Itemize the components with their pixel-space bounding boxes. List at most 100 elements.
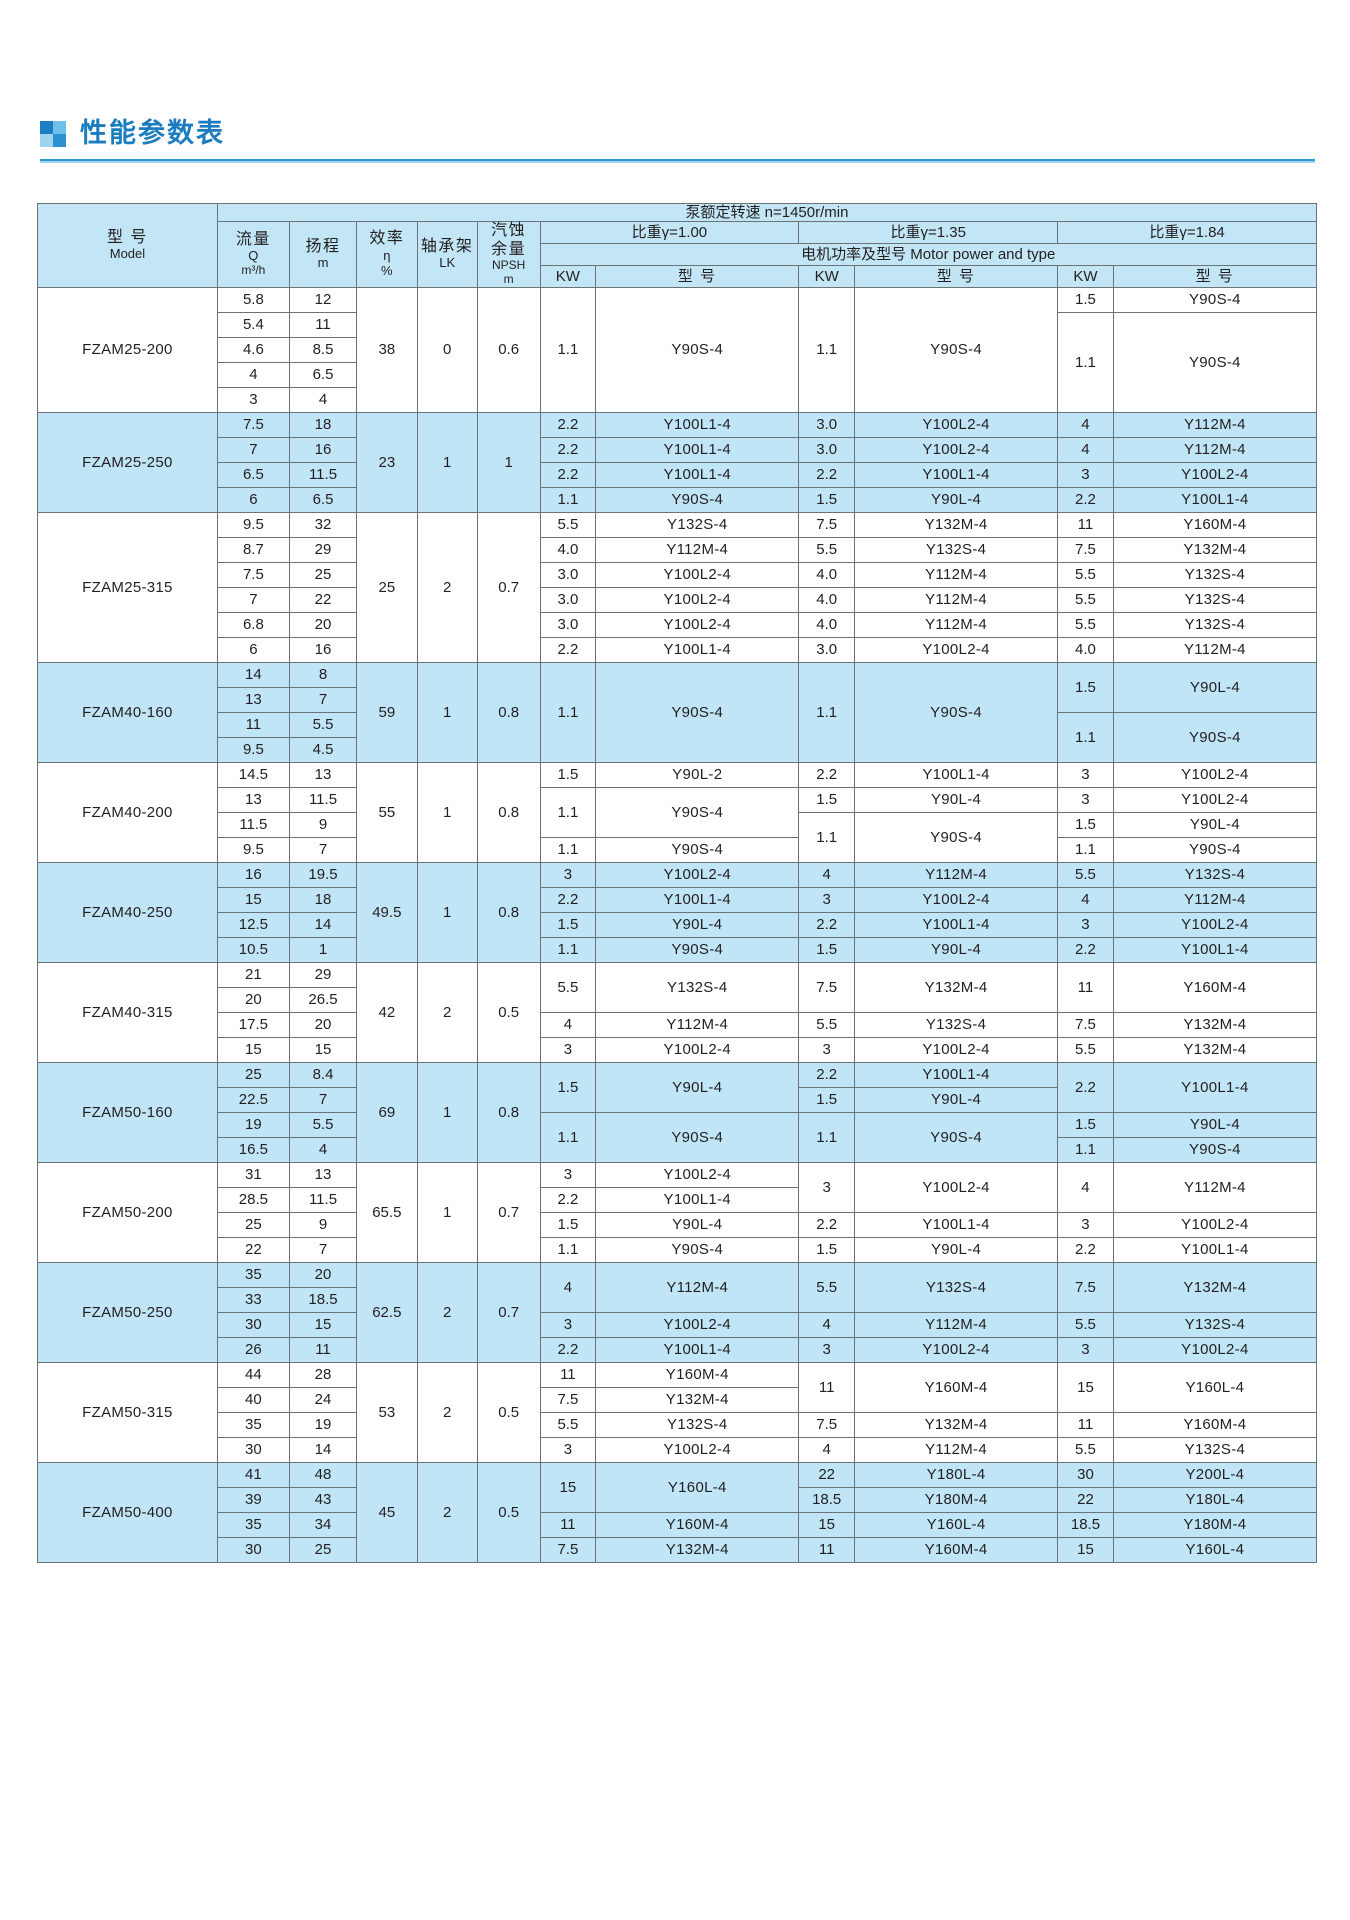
- cell-type-100: Y100L1-4: [595, 886, 800, 913]
- cell-head: 15: [288, 1311, 358, 1338]
- cell-head: 8.4: [288, 1061, 358, 1088]
- cell-type-135: Y112M-4: [854, 561, 1059, 588]
- table-row: 22.5 7 1.5 Y90L-4: [38, 1086, 1317, 1113]
- cell-kw-184: 15: [1057, 1361, 1114, 1413]
- cell-type-184: Y160M-4: [1112, 961, 1318, 1013]
- cell-type-184: Y132M-4: [1112, 1261, 1318, 1313]
- cell-bearing: 2: [416, 1461, 478, 1563]
- cell-npsh: 0.5: [476, 1361, 541, 1463]
- cell-type-135: Y132M-4: [854, 961, 1059, 1013]
- cell-kw-184: 1.5: [1057, 661, 1114, 713]
- cell-type-135: Y90S-4: [854, 661, 1059, 763]
- table-row: FZAM50-400 41 48 45 2 0.5 15 Y160L-4 22 Y180L-4 30…: [37, 1461, 1318, 1563]
- cell-type-135: Y132S-4: [854, 1261, 1059, 1313]
- cell-kw-135: 4: [798, 861, 856, 888]
- cell-head: 9: [288, 811, 358, 838]
- cell-type-184: Y100L2-4: [1112, 786, 1318, 813]
- table-row: 7 16 2.2 Y100L1-4 3.0 Y100L2-4 4 Y112M-4: [38, 436, 1318, 463]
- table-body: FZAM25-200 5.8 12 38 0 0.6 1.1 Y90S-4 1.1 Y90S-4 1…: [37, 286, 1318, 1563]
- cell-flow: 8.7: [216, 536, 290, 563]
- table-row: 28.5 11.5 2.2 Y100L1-4: [38, 1186, 1317, 1213]
- cell-bearing: 2: [416, 1361, 478, 1463]
- cell-kw-184: 22: [1057, 1486, 1114, 1513]
- cell-kw-184: 11: [1057, 1411, 1114, 1438]
- cell-head: 19: [288, 1411, 358, 1438]
- cell-type-100: Y100L2-4: [595, 1036, 800, 1063]
- cell-kw-135: 3: [798, 1161, 856, 1213]
- cell-type-184: Y90S-4: [1112, 286, 1318, 313]
- cell-type-135: Y100L2-4: [854, 436, 1059, 463]
- cell-head: 48: [288, 1461, 358, 1488]
- header-model-cn: 型 号: [106, 228, 148, 246]
- cell-kw-100: 3: [539, 1161, 597, 1188]
- cell-kw-184: 3: [1057, 461, 1114, 488]
- table-row: 15 18 2.2 Y100L1-4 3 Y100L2-4 4 Y112M-4: [38, 886, 1318, 913]
- cell-head: 15: [288, 1036, 358, 1063]
- cell-npsh: 0.5: [476, 961, 541, 1063]
- table-row: FZAM50-200 31 13 65.5 1 0.7 3 Y100L2-4 3 Y100L2-4…: [37, 1161, 1318, 1263]
- cell-type-184: Y90S-4: [1112, 311, 1318, 413]
- table-row: 6.5 11.5 2.2 Y100L1-4 2.2 Y100L1-4 3 Y100L2-4: [38, 461, 1318, 488]
- cell-kw-135: 2.2: [798, 911, 856, 938]
- table-row: 6 16 2.2 Y100L1-4 3.0 Y100L2-4 4.0 Y112M-4: [38, 636, 1318, 663]
- cell-head: 13: [288, 1161, 358, 1188]
- cell-type-100: Y90S-4: [595, 1111, 800, 1163]
- cell-flow: 5.8: [216, 286, 290, 313]
- cell-model: FZAM50-160: [37, 1061, 218, 1163]
- cell-head: 19.5: [288, 861, 358, 888]
- header-kw-100: KW: [539, 264, 597, 288]
- cell-head: 14: [288, 1436, 358, 1463]
- cell-bearing: 2: [416, 961, 478, 1063]
- cell-flow: 11: [216, 711, 290, 738]
- cell-head: 7: [288, 686, 358, 713]
- cell-kw-135: 4.0: [798, 586, 856, 613]
- cell-kw-100: 5.5: [539, 511, 597, 538]
- cell-type-135: Y160L-4: [854, 1511, 1059, 1538]
- cell-kw-135: 2.2: [798, 761, 856, 788]
- cell-flow: 6.5: [216, 461, 290, 488]
- cell-type-135: Y100L2-4: [854, 886, 1059, 913]
- cell-type-100: Y160M-4: [595, 1511, 800, 1538]
- cell-type-184: Y112M-4: [1112, 411, 1318, 438]
- cell-kw-100: 1.1: [539, 661, 597, 763]
- table-row: 30 15 3 Y100L2-4 4 Y112M-4 5.5 Y132S-4: [38, 1311, 1318, 1338]
- cell-kw-135: 4.0: [798, 561, 856, 588]
- cell-type-184: Y112M-4: [1112, 886, 1318, 913]
- cell-head: 25: [288, 561, 358, 588]
- cell-flow: 30: [216, 1311, 290, 1338]
- cell-type-184: Y90S-4: [1112, 1136, 1318, 1163]
- cell-type-135: Y112M-4: [854, 611, 1059, 638]
- cell-type-135: Y90L-4: [854, 1236, 1059, 1263]
- header-head: 扬程 m: [288, 221, 358, 288]
- cell-model: FZAM50-200: [37, 1161, 218, 1263]
- cell-kw-100: 4: [539, 1261, 597, 1313]
- cell-flow: 19: [216, 1111, 290, 1138]
- cell-head: 9: [288, 1211, 358, 1238]
- cell-type-135: Y90S-4: [854, 811, 1059, 863]
- cell-flow: 7.5: [216, 561, 290, 588]
- cell-kw-100: 2.2: [539, 886, 597, 913]
- table-row: FZAM40-250 16 19.5 49.5 1 0.8 3 Y100L2-4 4 Y112M-…: [37, 861, 1318, 963]
- table-row: 39 43 18.5 Y180M-4 22 Y180L-4: [38, 1486, 1318, 1513]
- cell-flow: 22: [216, 1236, 290, 1263]
- cell-kw-100: 3: [539, 1311, 597, 1338]
- cell-kw-135: 1.5: [798, 786, 856, 813]
- cell-kw-184: 2.2: [1057, 936, 1114, 963]
- cell-head: 12: [288, 286, 358, 313]
- cell-npsh: 0.8: [476, 661, 541, 763]
- cell-type-100: Y90S-4: [595, 786, 800, 838]
- cell-flow: 7: [216, 436, 290, 463]
- cell-kw-100: 5.5: [539, 1411, 597, 1438]
- cell-type-135: Y112M-4: [854, 1436, 1059, 1463]
- cell-kw-135: 5.5: [798, 536, 856, 563]
- cell-flow: 12.5: [216, 911, 290, 938]
- cell-kw-100: 2.2: [539, 636, 597, 663]
- cell-type-100: Y90S-4: [595, 836, 800, 863]
- cell-npsh: 0.7: [476, 1161, 541, 1263]
- cell-model: FZAM25-315: [37, 511, 218, 663]
- cell-type-100: Y100L2-4: [595, 611, 800, 638]
- cell-kw-135: 1.5: [798, 936, 856, 963]
- cell-head: 8.5: [288, 336, 358, 363]
- cell-kw-184: 1.1: [1057, 836, 1114, 863]
- cell-flow: 17.5: [216, 1011, 290, 1038]
